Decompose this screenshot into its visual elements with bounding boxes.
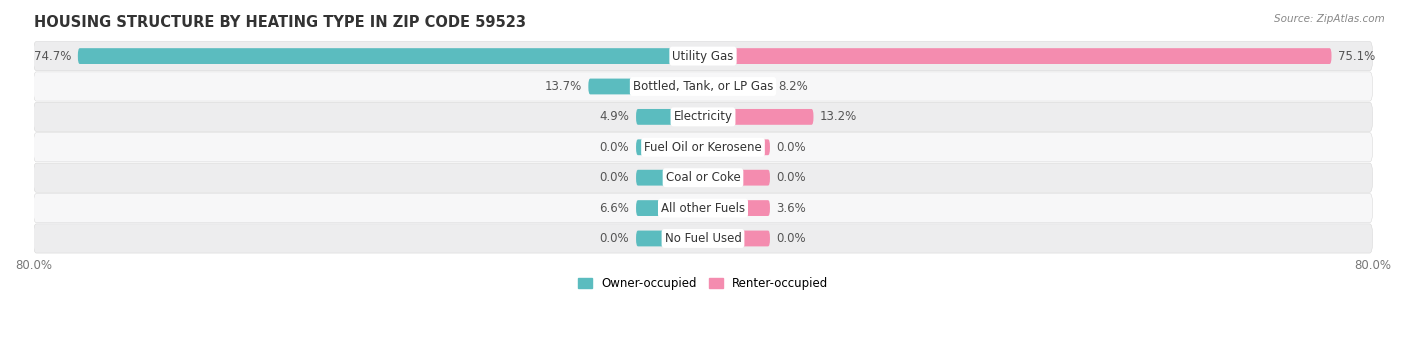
Text: 74.7%: 74.7% bbox=[34, 49, 72, 63]
Text: 13.2%: 13.2% bbox=[820, 110, 858, 123]
Text: 4.9%: 4.9% bbox=[599, 110, 630, 123]
FancyBboxPatch shape bbox=[636, 200, 703, 216]
Text: 3.6%: 3.6% bbox=[776, 202, 807, 214]
FancyBboxPatch shape bbox=[34, 193, 1372, 223]
FancyBboxPatch shape bbox=[77, 48, 703, 64]
Text: 0.0%: 0.0% bbox=[776, 171, 806, 184]
Text: Coal or Coke: Coal or Coke bbox=[665, 171, 741, 184]
Text: 0.0%: 0.0% bbox=[776, 141, 806, 154]
FancyBboxPatch shape bbox=[34, 224, 1372, 253]
Legend: Owner-occupied, Renter-occupied: Owner-occupied, Renter-occupied bbox=[572, 272, 834, 295]
Text: 0.0%: 0.0% bbox=[600, 232, 630, 245]
FancyBboxPatch shape bbox=[588, 78, 703, 94]
FancyBboxPatch shape bbox=[34, 163, 1372, 192]
Text: 8.2%: 8.2% bbox=[779, 80, 808, 93]
FancyBboxPatch shape bbox=[703, 139, 770, 155]
Text: All other Fuels: All other Fuels bbox=[661, 202, 745, 214]
FancyBboxPatch shape bbox=[34, 133, 1372, 162]
Text: Fuel Oil or Kerosene: Fuel Oil or Kerosene bbox=[644, 141, 762, 154]
Text: 0.0%: 0.0% bbox=[600, 171, 630, 184]
Text: HOUSING STRUCTURE BY HEATING TYPE IN ZIP CODE 59523: HOUSING STRUCTURE BY HEATING TYPE IN ZIP… bbox=[34, 15, 526, 30]
FancyBboxPatch shape bbox=[636, 231, 703, 247]
FancyBboxPatch shape bbox=[636, 170, 703, 186]
FancyBboxPatch shape bbox=[636, 109, 703, 125]
FancyBboxPatch shape bbox=[34, 42, 1372, 71]
FancyBboxPatch shape bbox=[703, 200, 770, 216]
Text: Source: ZipAtlas.com: Source: ZipAtlas.com bbox=[1274, 14, 1385, 24]
Text: 13.7%: 13.7% bbox=[544, 80, 582, 93]
FancyBboxPatch shape bbox=[703, 48, 1331, 64]
FancyBboxPatch shape bbox=[34, 72, 1372, 101]
FancyBboxPatch shape bbox=[34, 102, 1372, 132]
FancyBboxPatch shape bbox=[703, 231, 770, 247]
Text: Electricity: Electricity bbox=[673, 110, 733, 123]
Text: Bottled, Tank, or LP Gas: Bottled, Tank, or LP Gas bbox=[633, 80, 773, 93]
Text: 0.0%: 0.0% bbox=[776, 232, 806, 245]
Text: No Fuel Used: No Fuel Used bbox=[665, 232, 741, 245]
Text: 0.0%: 0.0% bbox=[600, 141, 630, 154]
Text: Utility Gas: Utility Gas bbox=[672, 49, 734, 63]
FancyBboxPatch shape bbox=[636, 139, 703, 155]
FancyBboxPatch shape bbox=[703, 78, 772, 94]
Text: 75.1%: 75.1% bbox=[1339, 49, 1375, 63]
FancyBboxPatch shape bbox=[703, 170, 770, 186]
FancyBboxPatch shape bbox=[703, 109, 814, 125]
Text: 6.6%: 6.6% bbox=[599, 202, 630, 214]
